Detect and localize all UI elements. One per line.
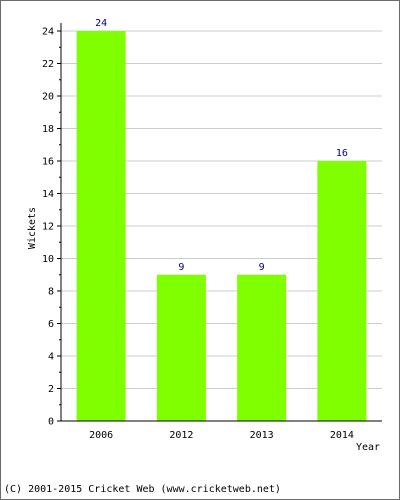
y-tick-label: 0 xyxy=(48,417,54,428)
x-tick-label: 2013 xyxy=(250,430,274,441)
y-tick-label: 2 xyxy=(48,384,54,395)
bar xyxy=(237,274,287,421)
y-tick-label: 10 xyxy=(42,254,54,265)
label-layer: 24 2006 9 2012 9 2013 16 2014 xyxy=(89,18,354,441)
bar-layer xyxy=(76,31,367,421)
bar xyxy=(156,274,206,421)
bar xyxy=(76,31,126,421)
y-tick-label: 6 xyxy=(48,319,54,330)
data-label: 9 xyxy=(259,262,265,273)
x-axis-title: Year xyxy=(356,442,380,453)
y-tick-label: 24 xyxy=(42,27,54,38)
x-tick-label: 2012 xyxy=(169,430,193,441)
data-label: 24 xyxy=(95,18,107,29)
x-tick-label: 2006 xyxy=(89,430,113,441)
y-tick-label: 18 xyxy=(42,124,54,135)
y-tick-label: 8 xyxy=(48,287,54,298)
y-tick-label: 14 xyxy=(42,189,54,200)
data-label: 16 xyxy=(336,148,348,159)
data-label: 9 xyxy=(178,262,184,273)
y-tick-label: 16 xyxy=(42,157,54,168)
y-tick-label: 22 xyxy=(42,59,54,70)
bar xyxy=(317,161,367,421)
y-tick-label: 20 xyxy=(42,92,54,103)
y-tick-label: 12 xyxy=(42,222,54,233)
x-tick-label: 2014 xyxy=(330,430,354,441)
y-axis-title: Wickets xyxy=(27,207,38,249)
copyright-footer: (C) 2001-2015 Cricket Web (www.cricketwe… xyxy=(4,484,281,495)
y-tick-label: 4 xyxy=(48,352,54,363)
